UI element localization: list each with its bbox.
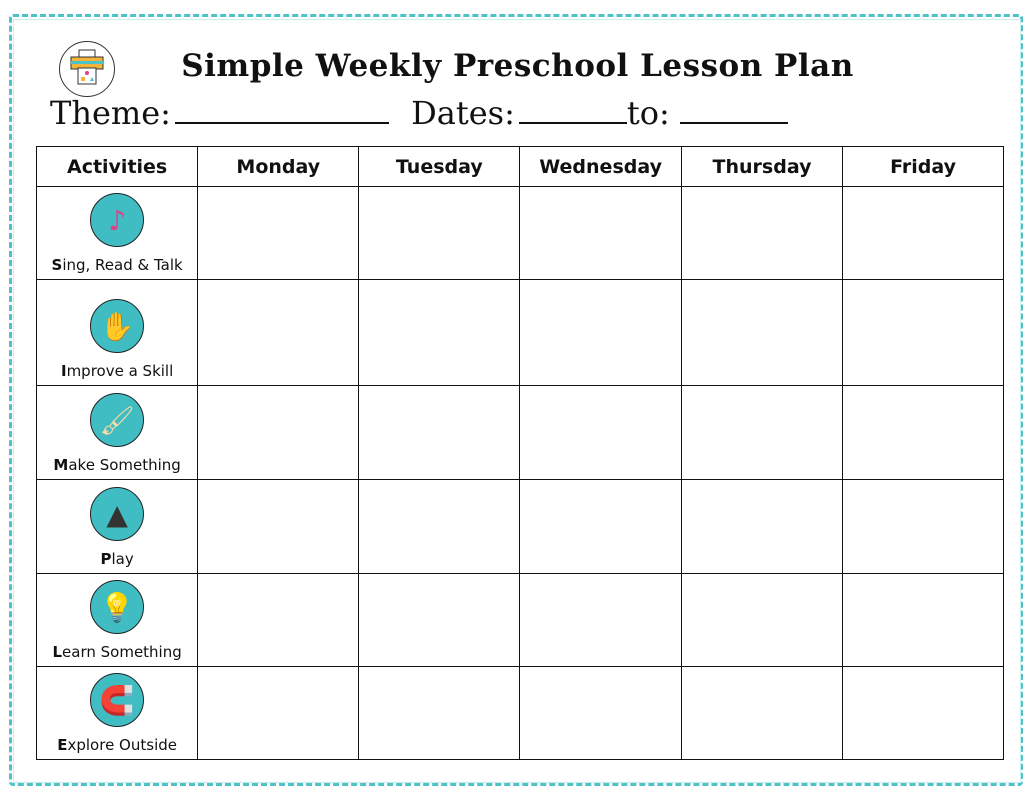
lightbulb-icon: 💡 [90,580,145,634]
icon-glyph: 🖌 [99,403,135,437]
page-title: Simple Weekly Preschool Lesson Plan [181,48,854,84]
dashed-border [9,14,1023,786]
activity-initial: I [60,362,67,380]
icon-glyph: ✋ [99,309,135,343]
column-header-monday: Monday [197,146,360,187]
magnet-magnifier-icon: 🧲 [90,673,145,727]
plan-cell-thursday[interactable] [680,186,844,280]
column-header-tuesday: Tuesday [358,146,521,187]
plan-cell-thursday[interactable] [680,479,844,574]
plan-cell-wednesday[interactable] [519,573,682,667]
icon-glyph: 🧲 [99,683,135,717]
start-date-blank[interactable] [518,96,627,124]
plan-cell-friday[interactable] [842,666,1004,760]
cape-icon: ▲ [90,487,145,541]
plan-cell-tuesday[interactable] [358,573,521,667]
activity-label: lay [111,550,134,568]
end-date-blank[interactable] [679,96,788,124]
activity-label: xplore Outside [67,736,177,754]
plan-cell-thursday[interactable] [680,573,844,667]
activity-initial: L [52,643,63,661]
icon-glyph: 💡 [99,590,135,624]
icon-glyph: ♪ [108,203,127,237]
plan-cell-friday[interactable] [842,385,1004,480]
glue-brush-icon: 🖌 [90,393,145,447]
table-row: ♪ Sing, Read & Talk [35,186,1004,280]
music-note-icon: ♪ [90,193,145,247]
plan-cell-monday[interactable] [197,666,360,760]
table-row: ✋ Improve a Skill [35,279,1004,386]
dates-label: Dates: [411,94,515,132]
plan-cell-wednesday[interactable] [519,479,682,574]
activity-cell: ✋ Improve a Skill [35,279,199,386]
table-row: 🧲 Explore Outside [35,666,1004,760]
printer-logo-icon [70,49,104,85]
plan-cell-friday[interactable] [842,186,1004,280]
activity-initial: E [57,736,68,754]
plan-cell-thursday[interactable] [680,666,844,760]
plan-cell-wednesday[interactable] [519,385,682,480]
plan-cell-tuesday[interactable] [358,385,521,480]
activity-initial: M [53,456,69,474]
column-header-friday: Friday [842,146,1004,187]
lesson-table: Activities Monday Tuesday Wednesday Thursday… [35,146,1004,760]
activity-cell: 🖌 Make Something [35,385,199,480]
activity-cell: ▲ Play [35,479,199,574]
plan-cell-tuesday[interactable] [358,186,521,280]
table-row: 🖌 Make Something [35,385,1004,480]
plan-cell-monday[interactable] [197,385,360,480]
plan-cell-thursday[interactable] [680,385,844,480]
plan-cell-monday[interactable] [197,186,360,280]
plan-cell-tuesday[interactable] [358,666,521,760]
activity-cell: 💡 Learn Something [35,573,199,667]
activity-cell: ♪ Sing, Read & Talk [35,186,199,280]
column-header-activities: Activities [35,146,199,187]
activity-initial: S [51,256,63,274]
plan-cell-friday[interactable] [842,279,1004,386]
activity-label: earn Something [62,643,182,661]
plan-cell-tuesday[interactable] [358,279,521,386]
column-header-thursday: Thursday [680,146,844,187]
to-label: to: [626,94,670,132]
theme-blank[interactable] [174,96,389,124]
icon-glyph: ▲ [106,497,128,531]
activity-label: ake Something [68,456,181,474]
theme-label: Theme: [50,94,171,132]
plan-cell-monday[interactable] [197,279,360,386]
plan-cell-wednesday[interactable] [519,186,682,280]
logo [59,41,115,97]
plan-cell-monday[interactable] [197,573,360,667]
activity-label: ing, Read & Talk [62,256,183,274]
table-row: ▲ Play [35,479,1004,574]
plan-cell-friday[interactable] [842,573,1004,667]
activity-label: mprove a Skill [66,362,174,380]
inner-border [13,19,1021,783]
activity-cell: 🧲 Explore Outside [35,666,199,760]
plan-cell-wednesday[interactable] [519,666,682,760]
table-row: 💡 Learn Something [35,573,1004,667]
hand-icon: ✋ [90,299,145,353]
plan-cell-thursday[interactable] [680,279,844,386]
plan-cell-tuesday[interactable] [358,479,521,574]
activity-initial: P [100,550,112,568]
column-header-wednesday: Wednesday [519,146,682,187]
theme-dates-line: Theme: Dates: to: [50,94,788,132]
plan-cell-friday[interactable] [842,479,1004,574]
plan-cell-monday[interactable] [197,479,360,574]
plan-cell-wednesday[interactable] [519,279,682,386]
